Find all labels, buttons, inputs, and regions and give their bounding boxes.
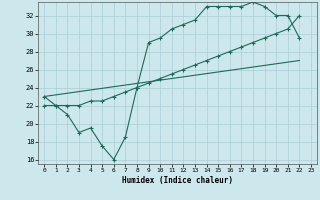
X-axis label: Humidex (Indice chaleur): Humidex (Indice chaleur) bbox=[122, 176, 233, 185]
